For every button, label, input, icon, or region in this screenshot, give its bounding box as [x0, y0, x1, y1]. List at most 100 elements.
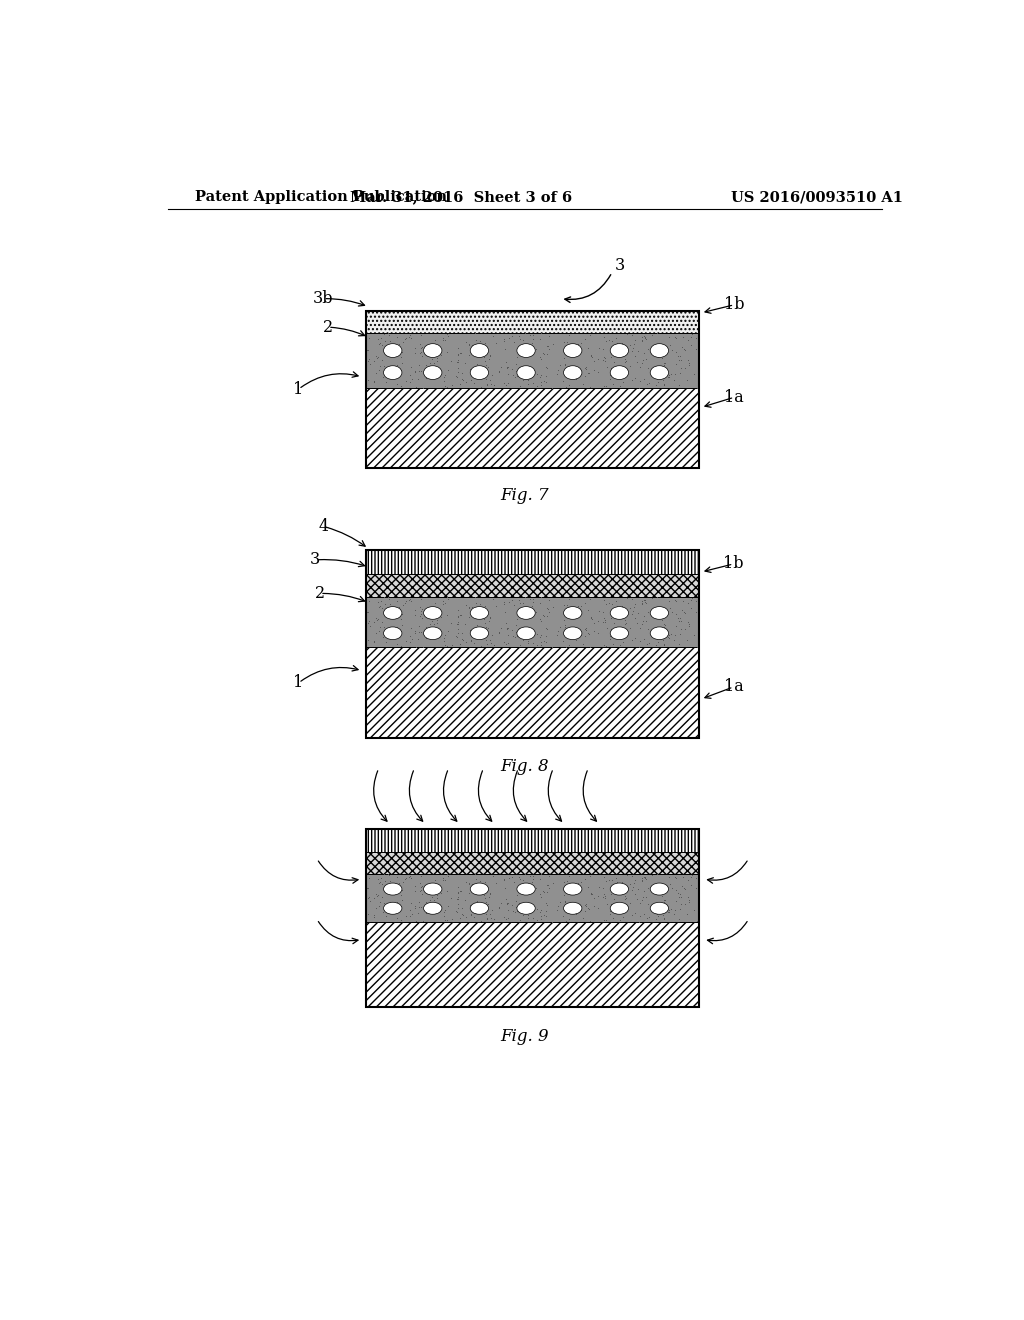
Point [498, 612, 514, 634]
Point [501, 867, 517, 888]
Point [389, 874, 406, 895]
Point [379, 335, 395, 356]
Point [660, 624, 677, 645]
Point [464, 334, 480, 355]
Point [532, 366, 549, 387]
Point [478, 374, 495, 395]
Point [427, 870, 443, 891]
Point [485, 375, 502, 396]
Point [366, 887, 382, 908]
Point [586, 359, 602, 380]
Point [549, 899, 565, 920]
Point [506, 871, 522, 892]
Point [555, 331, 571, 352]
Point [624, 341, 640, 362]
Point [438, 635, 455, 656]
Point [521, 325, 538, 346]
Point [605, 342, 622, 363]
Point [407, 880, 423, 902]
Point [611, 909, 628, 931]
Text: 1: 1 [294, 675, 304, 692]
Point [461, 874, 477, 895]
Point [454, 628, 470, 649]
Point [654, 347, 671, 368]
Point [590, 886, 606, 907]
Point [660, 902, 677, 923]
Point [478, 904, 495, 925]
Text: 1a: 1a [724, 678, 743, 696]
Point [666, 904, 682, 925]
Point [656, 614, 673, 635]
Point [372, 871, 388, 892]
Point [410, 628, 426, 649]
Point [557, 880, 573, 902]
Point [461, 597, 477, 618]
Point [413, 338, 429, 359]
Point [662, 334, 678, 355]
Point [634, 594, 650, 615]
Point [611, 635, 628, 656]
Point [594, 339, 610, 360]
Point [512, 375, 528, 396]
Point [496, 372, 512, 393]
Point [408, 378, 424, 399]
Point [585, 346, 601, 367]
Ellipse shape [650, 607, 669, 619]
Point [596, 326, 612, 347]
Point [376, 323, 392, 345]
Point [378, 371, 394, 392]
Point [421, 339, 437, 360]
Point [359, 878, 376, 899]
Point [514, 330, 530, 351]
Point [650, 609, 667, 630]
Point [602, 619, 618, 640]
Point [381, 865, 397, 886]
Point [591, 338, 607, 359]
Point [374, 611, 390, 632]
Point [455, 904, 471, 925]
Point [667, 899, 683, 920]
Point [515, 904, 531, 925]
Point [478, 891, 495, 912]
Point [472, 376, 488, 397]
Point [675, 326, 691, 347]
Point [597, 610, 613, 631]
Point [662, 902, 678, 923]
Point [660, 590, 677, 611]
Point [673, 618, 689, 639]
Point [432, 606, 449, 627]
Point [383, 595, 399, 616]
Point [418, 367, 434, 388]
Point [371, 597, 387, 618]
Ellipse shape [650, 343, 669, 358]
Point [485, 908, 502, 929]
Point [370, 609, 386, 630]
Point [484, 325, 501, 346]
Point [499, 356, 515, 378]
Point [623, 597, 639, 618]
Point [415, 636, 431, 657]
Point [634, 870, 650, 891]
Point [376, 339, 392, 360]
Point [506, 595, 522, 616]
Point [582, 589, 598, 610]
Point [667, 364, 683, 385]
Point [458, 594, 474, 615]
Point [596, 866, 612, 887]
Point [618, 587, 635, 609]
Point [608, 327, 625, 348]
Point [407, 343, 423, 364]
Point [656, 907, 673, 928]
Point [525, 869, 542, 890]
Point [447, 626, 464, 647]
Point [492, 622, 508, 643]
Point [499, 634, 515, 655]
Point [617, 351, 634, 372]
Point [597, 886, 613, 907]
Point [611, 618, 628, 639]
Point [567, 356, 584, 378]
Point [478, 634, 495, 655]
Point [545, 873, 561, 894]
Point [413, 589, 429, 610]
Point [500, 899, 516, 920]
